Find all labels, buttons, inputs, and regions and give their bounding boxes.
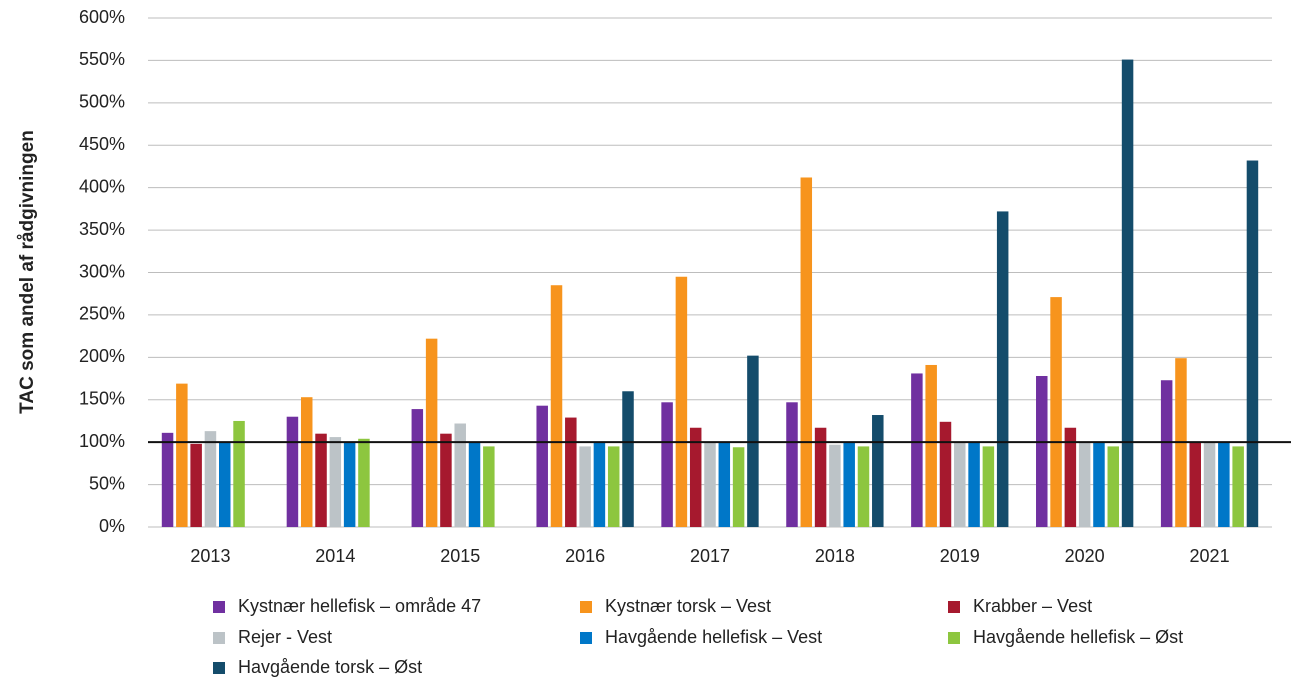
bar [718, 442, 731, 527]
y-tick-label: 250% [79, 304, 125, 324]
x-tick-label: 2017 [690, 546, 730, 566]
bar [829, 444, 841, 527]
bar [968, 442, 980, 527]
x-tick-label: 2019 [940, 546, 980, 566]
legend-label: Havgående hellefisk – Øst [973, 627, 1183, 647]
bar [468, 442, 481, 527]
legend-label: Krabber – Vest [973, 596, 1092, 616]
bar [1093, 442, 1105, 527]
x-tick-label: 2013 [190, 546, 230, 566]
bar [593, 442, 606, 527]
bar [565, 417, 577, 527]
bar [300, 397, 313, 527]
legend-label: Kystnær torsk – Vest [605, 596, 771, 616]
y-tick-label: 200% [79, 346, 125, 366]
legend-label: Kystnær hellefisk – område 47 [238, 596, 481, 616]
bar [204, 431, 217, 527]
bar [358, 438, 370, 527]
bar [607, 446, 620, 527]
bar [483, 446, 495, 527]
bar [1189, 442, 1202, 527]
bar [315, 433, 327, 527]
bar [872, 415, 884, 527]
bar [661, 402, 673, 527]
bar [1160, 380, 1173, 527]
bar [939, 421, 952, 527]
bar [786, 402, 798, 527]
legend-swatch [580, 632, 592, 644]
bar [1050, 297, 1062, 527]
x-tick-label: 2015 [440, 546, 480, 566]
x-tick-label: 2018 [815, 546, 855, 566]
bar [1232, 446, 1244, 527]
x-tick-label: 2021 [1190, 546, 1230, 566]
bar [622, 391, 634, 527]
y-tick-label: 500% [79, 92, 125, 112]
bar [579, 446, 591, 527]
x-tick-label: 2014 [315, 546, 355, 566]
bar [857, 446, 870, 527]
bar [732, 447, 745, 527]
bar [190, 443, 202, 527]
legend-swatch [213, 601, 225, 613]
bar [925, 364, 937, 527]
y-tick-label: 450% [79, 134, 125, 154]
bar [550, 285, 563, 527]
bar [233, 420, 245, 527]
y-tick-label: 600% [79, 7, 125, 27]
bar [843, 442, 855, 527]
legend-label: Rejer - Vest [238, 627, 332, 647]
bar [689, 427, 702, 527]
bar [1064, 427, 1077, 527]
y-tick-label: 400% [79, 176, 125, 196]
bar [814, 427, 827, 527]
y-tick-label: 100% [79, 431, 125, 451]
bar [1036, 375, 1048, 527]
bar [1218, 442, 1230, 527]
bar [982, 446, 995, 527]
bar [1203, 442, 1216, 527]
bar [1121, 59, 1134, 528]
bar [954, 442, 966, 527]
legend-swatch [213, 632, 225, 644]
bar [675, 276, 688, 527]
bar [1246, 160, 1259, 527]
bar [161, 432, 174, 527]
legend-swatch [948, 632, 960, 644]
bar [343, 442, 356, 527]
y-tick-label: 50% [89, 473, 125, 493]
bar [800, 177, 813, 527]
y-tick-label: 300% [79, 261, 125, 281]
legend-swatch [580, 601, 592, 613]
legend-label: Havgående torsk – Øst [238, 657, 422, 677]
bar [454, 423, 466, 527]
y-tick-label: 150% [79, 389, 125, 409]
legend-swatch [948, 601, 960, 613]
x-tick-label: 2020 [1065, 546, 1105, 566]
bar [286, 416, 299, 527]
bar [440, 433, 452, 527]
y-tick-label: 550% [79, 49, 125, 69]
y-tick-label: 0% [99, 516, 125, 536]
bar [411, 409, 424, 527]
y-axis-label: TAC som andel af rådgivningen [17, 130, 38, 414]
bar [911, 373, 923, 527]
y-tick-label: 350% [79, 219, 125, 239]
bar [536, 405, 548, 527]
legend-label: Havgående hellefisk – Vest [605, 627, 822, 647]
bar [425, 338, 438, 527]
bar [996, 211, 1009, 528]
bar [176, 383, 188, 527]
x-tick-label: 2016 [565, 546, 605, 566]
bar [1107, 446, 1120, 527]
legend-swatch [213, 662, 225, 674]
bar [1078, 442, 1091, 527]
bar [704, 442, 716, 527]
bar [329, 437, 342, 527]
bar [218, 442, 231, 527]
